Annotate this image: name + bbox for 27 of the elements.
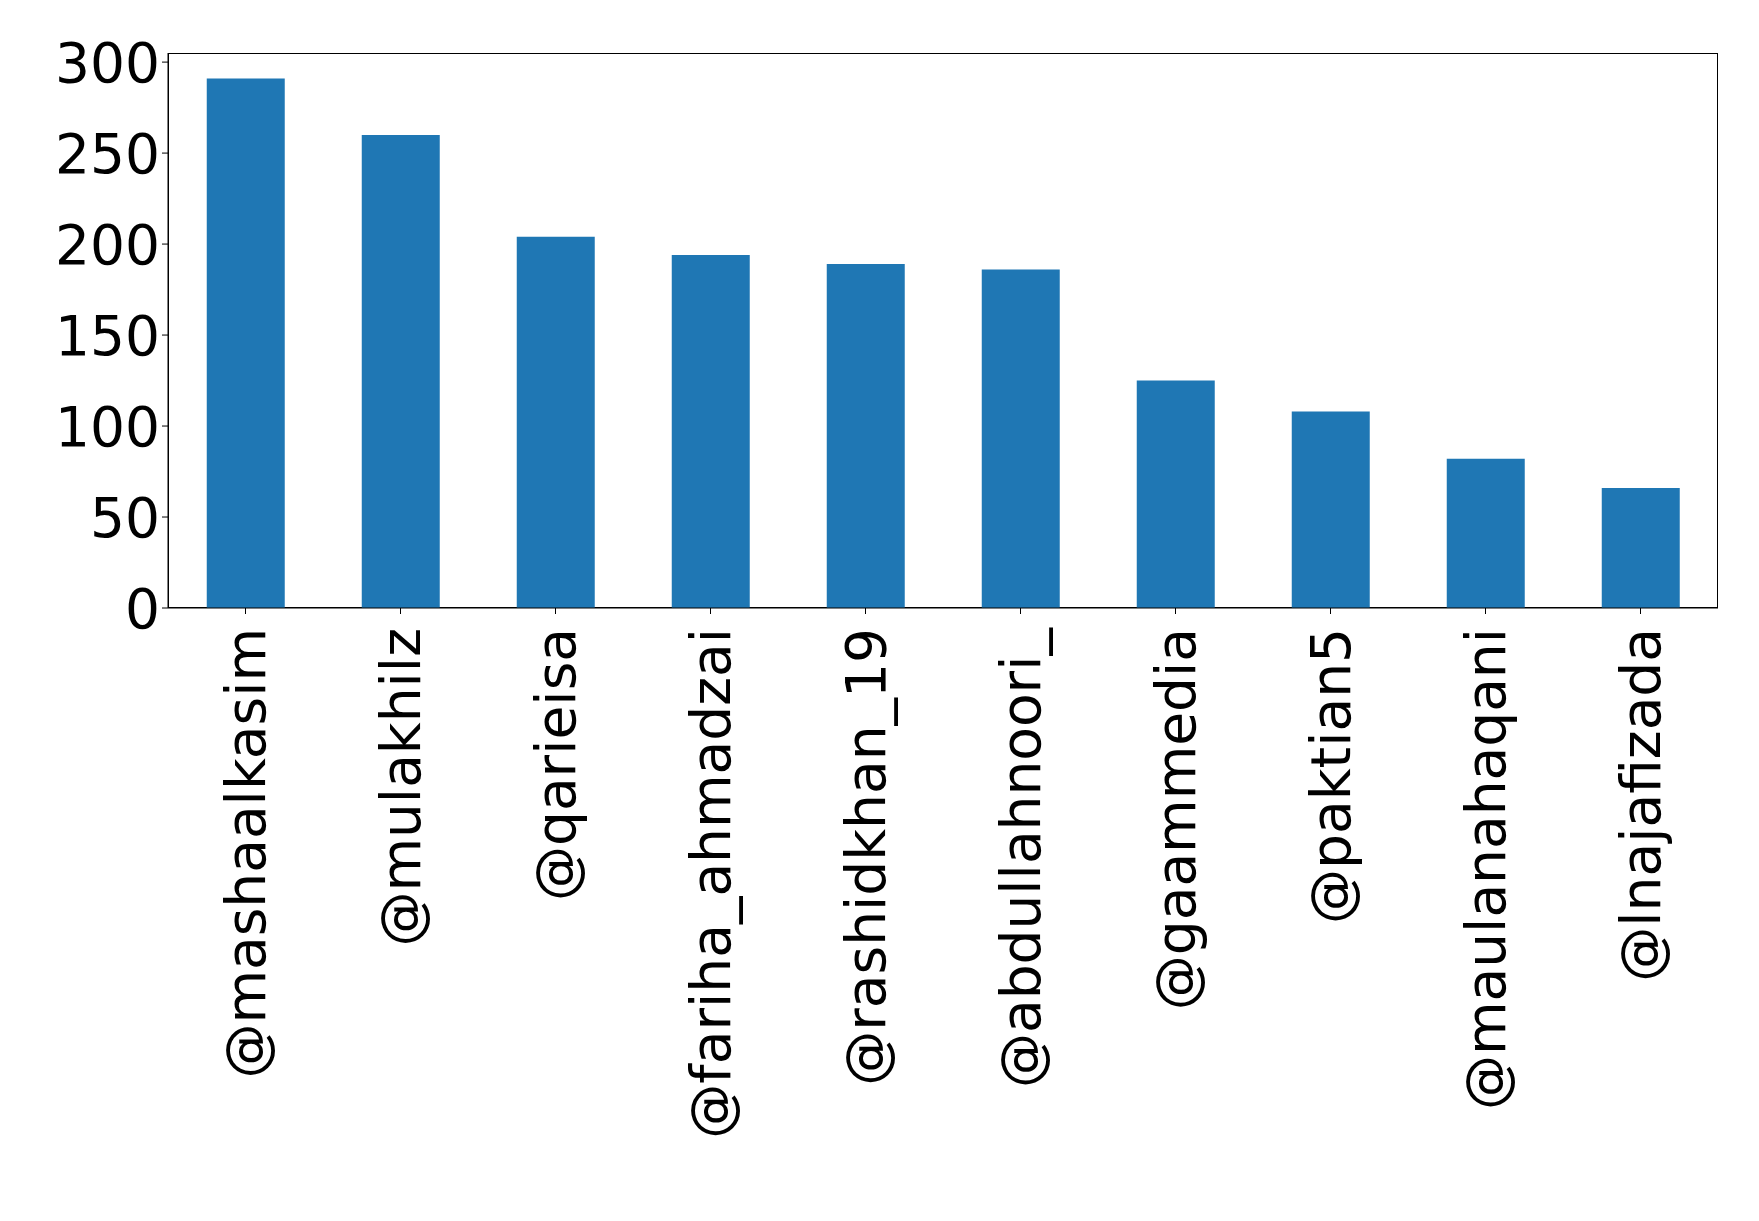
bar xyxy=(1291,411,1370,608)
y-tick-label: 0 xyxy=(125,576,160,641)
bar xyxy=(1601,487,1680,608)
bar xyxy=(981,269,1060,608)
bar xyxy=(826,264,905,608)
y-tick-label: 250 xyxy=(55,121,160,186)
bar xyxy=(1136,380,1215,608)
x-tick-label: @abdullahnoori_ xyxy=(988,626,1053,1089)
bar xyxy=(361,134,440,608)
y-tick-label: 150 xyxy=(55,303,160,368)
x-tick-label: @fariha_ahmadzai xyxy=(678,628,743,1139)
y-tick-label: 300 xyxy=(55,30,160,95)
x-tick-label: @mashaalkasim xyxy=(213,628,278,1079)
bar xyxy=(671,254,750,608)
bar xyxy=(1446,458,1525,608)
x-tick-label: @mulakhilz xyxy=(368,628,433,947)
y-tick-label: 200 xyxy=(55,212,160,277)
x-tick-label: @maulanahaqani xyxy=(1453,628,1518,1111)
y-tick-label: 50 xyxy=(90,485,160,550)
x-tick-label: @lnajafizada xyxy=(1608,628,1673,982)
x-tick-label: @rashidkhan_19 xyxy=(833,628,898,1086)
x-tick-label: @gaammedia xyxy=(1143,628,1208,1011)
bar xyxy=(206,78,285,608)
x-tick-label: @paktian5 xyxy=(1298,628,1363,924)
y-tick-label: 100 xyxy=(55,394,160,459)
bar xyxy=(516,236,595,608)
x-tick-label: @qarieisa xyxy=(523,628,588,901)
